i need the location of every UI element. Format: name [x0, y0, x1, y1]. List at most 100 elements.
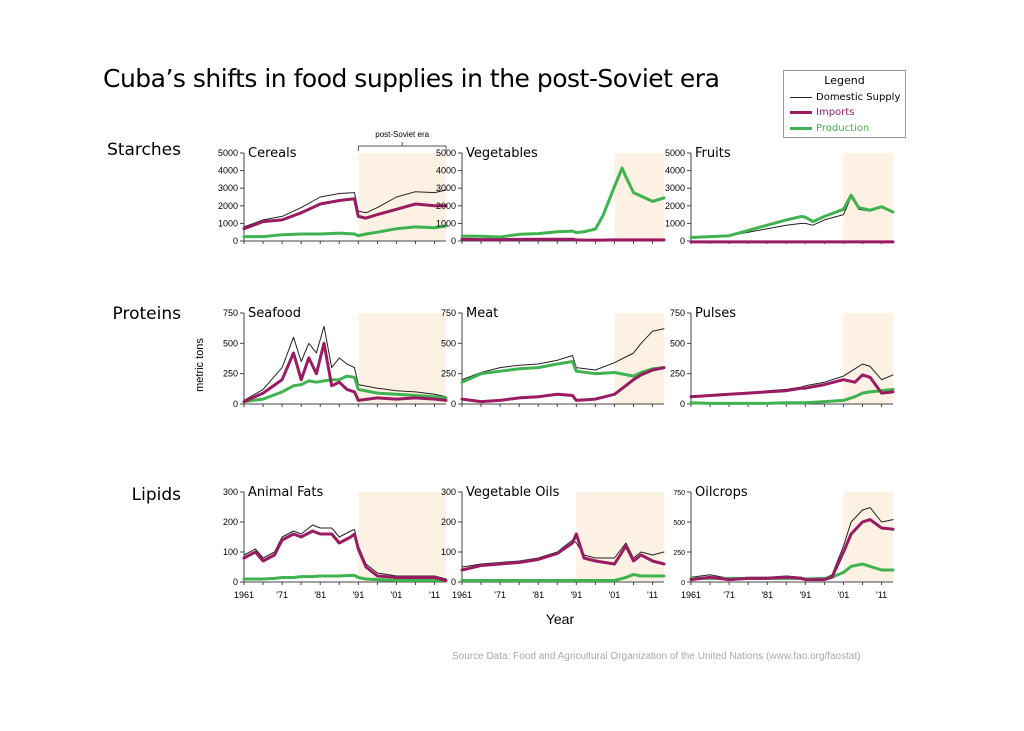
x-tick-label: '01 [609, 590, 621, 600]
series-imports [460, 366, 666, 404]
legend-label-domestic: Domestic Supply [816, 91, 901, 103]
series-production [460, 166, 666, 239]
y-tick-label: 0 [680, 399, 685, 409]
panel-title: Pulses [695, 306, 736, 321]
y-tick-label: 0 [451, 399, 456, 409]
panel-title: Cereals [248, 146, 297, 161]
y-tick-label: 3000 [218, 183, 238, 193]
row-label-lipids: Lipids [132, 485, 181, 505]
y-tick-label: 500 [673, 520, 685, 527]
x-tick-label: 1961 [452, 590, 472, 600]
y-tick-label: 2000 [218, 201, 238, 211]
y-tick-label: 1000 [436, 218, 456, 228]
x-tick-label: 1961 [234, 590, 254, 600]
y-tick-label: 250 [673, 550, 685, 557]
panel-vegetables: 0 1000 2000 3000 4000 5000 Vegetables [436, 146, 666, 246]
source-note: Source Data: Food and Agricultural Organ… [452, 651, 861, 662]
x-tick-label: '91 [352, 590, 364, 600]
y-tick-label: 2000 [436, 201, 456, 211]
y-tick-label: 250 [670, 369, 685, 379]
y-tick-label: 100 [223, 547, 238, 557]
post-soviet-shade [614, 153, 664, 241]
panel-fruits: 0 1000 2000 3000 4000 5000 Fruits [665, 146, 895, 246]
legend-swatch-production [790, 126, 812, 130]
y-tick-label: 0 [451, 577, 456, 587]
y-tick-label: 4000 [218, 166, 238, 176]
panel-title: Oilcrops [695, 485, 748, 500]
x-axis-label: Year [546, 611, 575, 627]
y-tick-label: 300 [223, 487, 238, 497]
x-tick-label: '81 [761, 590, 773, 600]
series-imports [242, 529, 448, 582]
x-tick-label: '01 [391, 590, 403, 600]
post-soviet-shade [358, 313, 446, 404]
y-tick-label: 500 [223, 338, 238, 348]
series-production [689, 193, 895, 239]
legend-swatch-domestic [790, 96, 812, 98]
series-domestic [461, 328, 665, 381]
x-tick-label: '11 [429, 590, 440, 600]
y-tick-label: 5000 [436, 148, 456, 158]
y-tick-label: 5000 [218, 148, 238, 158]
y-tick-label: 750 [673, 490, 685, 497]
y-tick-label: 750 [670, 308, 685, 318]
panel-title: Fruits [695, 146, 731, 161]
legend-entry-imports: Imports [790, 105, 854, 119]
y-axis-label: metric tons [194, 338, 206, 392]
legend: Legend Domestic Supply Imports Productio… [783, 70, 906, 138]
legend-entry-production: Production [790, 121, 869, 135]
post-soviet-shade [576, 492, 664, 582]
y-tick-label: 2000 [665, 201, 685, 211]
y-tick-label: 100 [441, 547, 456, 557]
x-tick-label: '91 [570, 590, 582, 600]
panel-oilcrops: 0 250 500 750 1961 '71 '81 '91 '01 '11 Oilcrops [673, 485, 895, 600]
series-imports [242, 341, 448, 404]
x-tick-label: '71 [276, 590, 288, 600]
y-tick-label: 4000 [436, 166, 456, 176]
y-tick-label: 4000 [665, 166, 685, 176]
series-production [242, 374, 448, 404]
panel-animal-fats: 0 100 200 300 1961 '71 '81 '91 '01 '11 Animal Fats [223, 485, 448, 600]
x-tick-label: '81 [532, 590, 544, 600]
y-tick-label: 0 [233, 577, 238, 587]
x-tick-label: '91 [799, 590, 811, 600]
y-tick-label: 300 [441, 487, 456, 497]
x-tick-label: '71 [494, 590, 506, 600]
y-tick-label: 200 [441, 517, 456, 527]
series-imports [689, 518, 895, 582]
panel-meat: 0 250 500 750 Meat [441, 306, 666, 409]
series-domestic [243, 325, 447, 401]
row-label-starches: Starches [107, 140, 181, 160]
y-tick-label: 750 [223, 308, 238, 318]
x-tick-label: 1961 [681, 590, 701, 600]
legend-swatch-imports [790, 110, 812, 114]
y-tick-label: 250 [223, 369, 238, 379]
panel-title: Animal Fats [248, 485, 323, 500]
series-production [460, 573, 666, 582]
series-production [242, 573, 448, 582]
y-tick-label: 0 [233, 236, 238, 246]
y-tick-label: 750 [441, 308, 456, 318]
series-production [242, 224, 448, 239]
annotation-bracket [357, 142, 447, 151]
panel-title: Meat [466, 306, 498, 321]
series-imports [460, 237, 666, 242]
series-production [460, 360, 666, 384]
y-tick-label: 1000 [218, 218, 238, 228]
y-tick-label: 0 [681, 580, 685, 587]
chart-title: Cuba’s shifts in food supplies in the po… [103, 64, 720, 93]
x-tick-label: '11 [647, 590, 658, 600]
y-tick-label: 3000 [665, 183, 685, 193]
y-tick-label: 500 [670, 338, 685, 348]
panel-vegetable-oils: 0 100 200 300 1961 '71 '81 '91 '01 '11 Vegetable O… [441, 485, 666, 600]
panel-title: Seafood [248, 306, 301, 321]
panel-title: Vegetable Oils [466, 485, 560, 500]
y-tick-label: 0 [233, 399, 238, 409]
y-tick-label: 0 [680, 236, 685, 246]
x-tick-label: '01 [838, 590, 850, 600]
post-soviet-annotation: post-Soviet era [357, 130, 447, 151]
legend-entry-domestic: Domestic Supply [790, 90, 900, 104]
panel-seafood: 0 250 500 750 Seafood [223, 306, 448, 409]
panel-cereals: 0 1000 2000 3000 4000 5000 Cereals [218, 146, 448, 246]
